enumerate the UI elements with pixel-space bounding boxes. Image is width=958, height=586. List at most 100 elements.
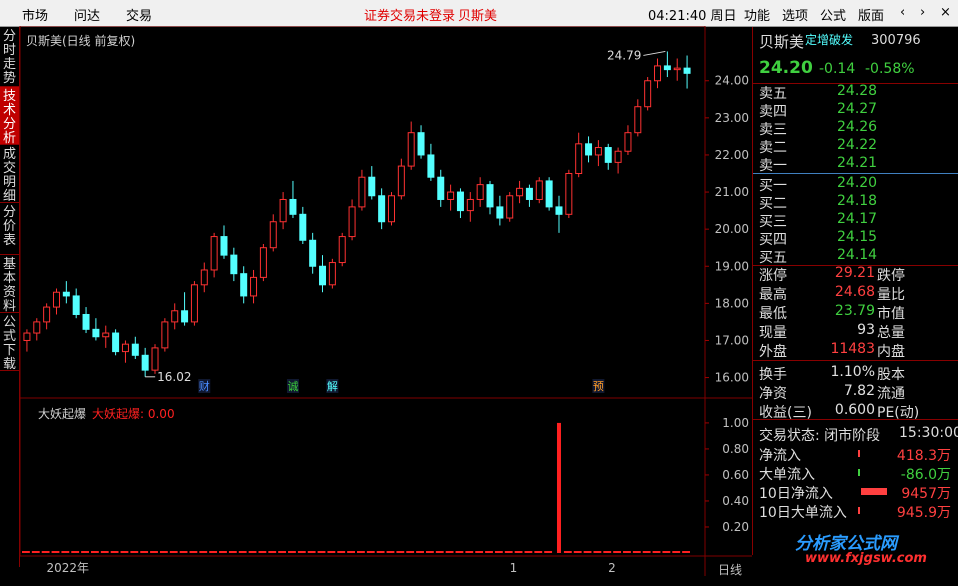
chart-area: 贝斯美(日线 前复权)16.0017.0018.0019.0020.0021.0… <box>19 26 752 577</box>
candle-body <box>437 176 445 200</box>
side-tabs: 分时走势 技术分析 成交明细 分价表 基本资料 公式下载 <box>0 27 20 567</box>
stock-name: 贝斯美 <box>759 33 805 51</box>
candle-body <box>378 195 386 223</box>
side-tab[interactable]: 分价表 <box>0 203 19 255</box>
bar <box>130 551 139 553</box>
bar <box>31 551 40 553</box>
candle-body <box>358 176 366 208</box>
y-tick-label: 20.00 <box>715 222 749 236</box>
candle-body <box>338 236 346 264</box>
candle-body <box>23 332 31 341</box>
bar <box>248 551 257 553</box>
stock-tag: 定增破发 <box>805 33 854 47</box>
candle-body <box>644 80 652 108</box>
stat-label: 涨停 <box>759 268 787 284</box>
menu[interactable]: 市场 <box>22 9 49 24</box>
indicator-title: 大妖起爆 <box>38 407 86 421</box>
menu[interactable]: 问达 <box>74 9 101 24</box>
status-time: 15:30:00 <box>899 425 958 441</box>
nav-fwd[interactable]: › <box>920 5 926 20</box>
menu[interactable]: 交易 <box>126 9 153 24</box>
candle-body <box>279 198 287 223</box>
flow-label: 净流入 <box>759 448 801 464</box>
menu[interactable]: 选项 <box>782 9 809 24</box>
y-tick-label: 17.00 <box>715 333 749 347</box>
bar <box>524 551 533 553</box>
chart-title: 贝斯美(日线 前复权) <box>26 33 135 48</box>
bar <box>494 551 503 553</box>
separator <box>753 360 958 361</box>
stat-value: 0.600 <box>834 402 875 418</box>
bar <box>642 551 651 553</box>
bar <box>556 422 561 553</box>
candle-body <box>328 262 336 286</box>
candle-body <box>200 269 208 286</box>
book-price: 24.15 <box>837 229 878 245</box>
bar <box>603 551 612 553</box>
candle-body <box>82 313 90 330</box>
event-marker: 诚 <box>287 380 298 393</box>
candle-body <box>141 354 149 371</box>
flow-bar <box>858 450 860 457</box>
min-label: 16.02 <box>157 370 191 384</box>
book-price: 24.14 <box>837 247 878 263</box>
event-marker: 预 <box>593 380 604 393</box>
candle-body <box>496 206 504 219</box>
bar <box>159 551 168 553</box>
bar <box>189 551 198 553</box>
bar <box>534 551 543 553</box>
bar <box>140 551 149 553</box>
candle-body <box>171 310 179 323</box>
candle-body <box>506 195 514 219</box>
x-tick-label: 2 <box>608 561 616 575</box>
side-tab[interactable]: 成交明细 <box>0 145 19 204</box>
candle-body <box>348 206 356 238</box>
book-price: 24.26 <box>837 119 878 135</box>
y-tick-label: 23.00 <box>715 111 749 125</box>
bar <box>613 551 622 553</box>
candle-body <box>190 284 198 323</box>
nav-back[interactable]: ‹ <box>900 5 906 20</box>
bar <box>445 551 454 553</box>
logo-url: www.fxjgsw.com <box>805 551 927 566</box>
candle-body <box>427 154 435 178</box>
bar <box>475 551 484 553</box>
price-change: -0.14 <box>819 61 856 77</box>
bar <box>317 551 326 553</box>
candle-body <box>112 332 120 353</box>
menu[interactable]: 功能 <box>744 9 771 24</box>
side-tab[interactable]: 基本资料 <box>0 255 19 314</box>
bar <box>228 551 237 553</box>
trade-status: 交易状态: 闭市阶段 <box>759 428 881 444</box>
side-tab[interactable]: 技术分析 <box>0 87 19 146</box>
bar <box>593 551 602 553</box>
bar <box>268 551 277 553</box>
candle-body <box>555 206 563 215</box>
frame <box>19 26 706 557</box>
close[interactable]: × <box>940 5 951 20</box>
flow-label: 10日净流入 <box>759 486 833 502</box>
book-label: 卖五 <box>759 86 787 102</box>
side-tab[interactable]: 分时走势 <box>0 27 19 87</box>
bar <box>514 551 523 553</box>
bar <box>504 551 513 553</box>
menu[interactable]: 公式 <box>820 9 847 24</box>
candle-body <box>575 143 583 175</box>
stat-label: 收益(三) <box>759 405 812 421</box>
pointer <box>643 50 666 56</box>
bar <box>396 551 405 553</box>
candle-body <box>102 332 110 338</box>
menu[interactable]: 版面 <box>858 9 885 24</box>
side-tab[interactable]: 公式下载 <box>0 313 19 372</box>
bar <box>347 551 355 553</box>
y-tick-label: 22.00 <box>715 148 749 162</box>
candle-body <box>683 67 691 74</box>
book-label: 卖四 <box>759 104 787 120</box>
candle-body <box>654 65 662 82</box>
stat-label: 现量 <box>759 325 787 341</box>
book-label: 买四 <box>759 232 787 248</box>
bar <box>435 551 444 553</box>
logo-name: 分析家公式网 <box>795 534 897 554</box>
bar <box>258 551 267 553</box>
bar <box>632 551 641 553</box>
